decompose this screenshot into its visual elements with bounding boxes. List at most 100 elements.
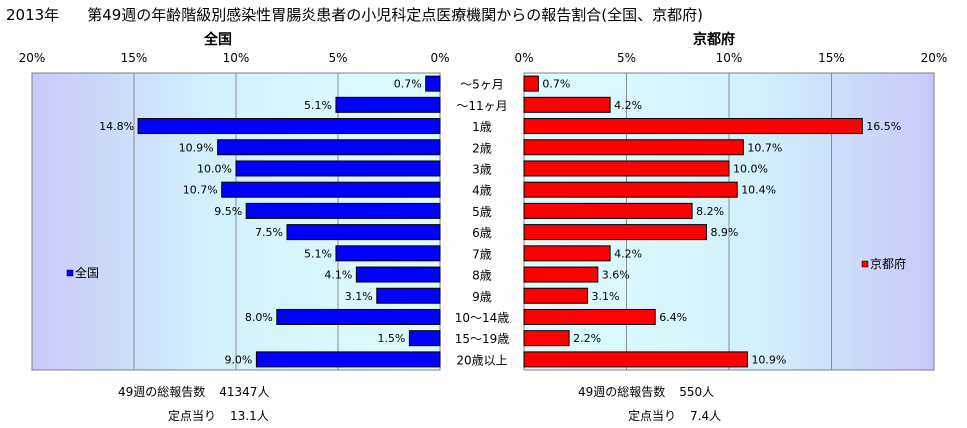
left-data-label: 0.7% (394, 78, 422, 91)
right-data-label: 3.1% (592, 290, 620, 303)
left-tick-label: 20% (19, 51, 46, 65)
left-bar (137, 118, 441, 135)
right-chart: 0% 5% 10% 15% 20% 0.7% 4.2% 16.5% 10.7% 10.0% 10.4… (514, 51, 948, 371)
left-bar (335, 245, 441, 262)
left-tick-label: 15% (121, 51, 148, 65)
category-label: 8歳 (472, 269, 492, 283)
right-tick-label: 20% (921, 51, 948, 65)
left-panel-title: 全国 (204, 32, 232, 48)
left-per-value: 13.1人 (230, 409, 269, 423)
right-data-label: 10.7% (747, 141, 782, 154)
right-data-label: 0.7% (542, 78, 570, 91)
left-legend-swatch (66, 269, 74, 277)
right-tick-label: 10% (716, 51, 743, 65)
right-tick-label: 5% (617, 51, 636, 65)
category-label: 6歳 (472, 226, 492, 240)
right-panel-title: 京都府 (693, 32, 735, 48)
category-label: ～5ヶ月 (460, 78, 504, 92)
left-data-label: 4.1% (324, 269, 352, 282)
right-bar (523, 118, 863, 135)
right-data-label: 10.9% (751, 353, 786, 366)
right-data-label: 16.5% (866, 120, 901, 133)
left-bar (276, 308, 441, 325)
right-total-value: 550人 (679, 385, 715, 399)
right-bar (523, 308, 656, 325)
right-data-label: 8.2% (696, 205, 724, 218)
left-bar (221, 181, 441, 198)
left-bar (376, 287, 441, 304)
left-data-label: 8.0% (245, 311, 273, 324)
category-label: 9歳 (472, 290, 492, 304)
right-data-label: 4.2% (614, 247, 642, 260)
left-bar (286, 224, 441, 241)
category-label: 10～14歳 (455, 311, 510, 325)
left-bar (408, 330, 441, 347)
right-per-label: 定点当り (628, 409, 677, 423)
right-data-label: 3.6% (602, 269, 630, 282)
title-year: 2013年 (6, 6, 60, 24)
category-label: 5歳 (472, 205, 492, 219)
right-bar (523, 160, 730, 177)
left-data-label: 5.1% (304, 99, 332, 112)
right-bar (523, 96, 611, 113)
left-data-label: 7.5% (255, 226, 283, 239)
right-total: 49週の総報告数 550人 (578, 383, 714, 400)
left-tick-label: 5% (328, 51, 347, 65)
left-tick-label: 0% (430, 51, 449, 65)
right-data-label: 6.4% (659, 311, 687, 324)
left-chart: 0% 5% 10% 15% 20% 0.7% 5.1% 14.8% 10.9% 10.0% 10.7… (19, 51, 450, 371)
category-label: 7歳 (472, 247, 492, 261)
right-bar (523, 224, 707, 241)
left-bar (335, 96, 441, 113)
right-tick-label: 15% (818, 51, 845, 65)
left-bar (235, 160, 441, 177)
category-label: 2歳 (472, 141, 492, 155)
left-bar (245, 202, 441, 219)
left-bar (425, 75, 441, 92)
left-data-label: 9.0% (224, 353, 252, 366)
category-label: ～11ヶ月 (456, 99, 507, 113)
right-bar (523, 139, 744, 156)
left-data-label: 10.7% (183, 184, 218, 197)
left-legend-label: 全国 (75, 265, 99, 280)
left-data-label: 14.8% (99, 120, 134, 133)
right-bar (523, 75, 539, 92)
left-data-label: 5.1% (304, 247, 332, 260)
right-data-label: 10.4% (741, 184, 776, 197)
right-bar (523, 351, 748, 368)
right-per-value: 7.4人 (690, 409, 722, 423)
left-total-label: 49週の総報告数 (118, 385, 206, 399)
right-legend-swatch (861, 260, 869, 268)
left-bar (217, 139, 441, 156)
title-main: 第49週の年齢階級別感染性胃腸炎患者の小児科定点医療機関からの報告割合(全国、京… (87, 6, 703, 24)
category-labels: ～5ヶ月 ～11ヶ月 1歳 2歳 3歳 4歳 5歳 6歳 7歳 8歳 9歳 10～14歳 15～19歳 2… (455, 78, 510, 368)
category-label: 3歳 (472, 162, 492, 176)
right-total-label: 49週の総報告数 (578, 385, 666, 399)
left-per-label: 定点当り (168, 409, 217, 423)
right-per-point: 定点当り 7.4人 (628, 407, 721, 424)
left-total-value: 41347人 (219, 385, 270, 399)
left-total: 49週の総報告数 41347人 (118, 383, 269, 400)
category-label: 20歳以上 (456, 353, 507, 367)
right-bar (523, 330, 570, 347)
right-bar (523, 266, 599, 283)
left-data-label: 10.9% (179, 141, 214, 154)
left-data-label: 3.1% (345, 290, 373, 303)
right-tick-label: 0% (514, 51, 533, 65)
right-bar (523, 202, 693, 219)
right-bar (523, 181, 738, 198)
left-per-point: 定点当り 13.1人 (168, 407, 269, 424)
left-data-label: 1.5% (377, 332, 405, 345)
left-bar (255, 351, 441, 368)
left-data-label: 9.5% (214, 205, 242, 218)
category-label: 15～19歳 (455, 332, 510, 346)
category-label: 1歳 (472, 120, 492, 134)
right-bar (523, 245, 611, 262)
right-data-label: 10.0% (733, 162, 768, 175)
category-label: 4歳 (472, 184, 492, 198)
right-data-label: 2.2% (573, 332, 601, 345)
right-data-label: 8.9% (710, 226, 738, 239)
left-tick-label: 10% (223, 51, 250, 65)
left-data-label: 10.0% (197, 162, 232, 175)
